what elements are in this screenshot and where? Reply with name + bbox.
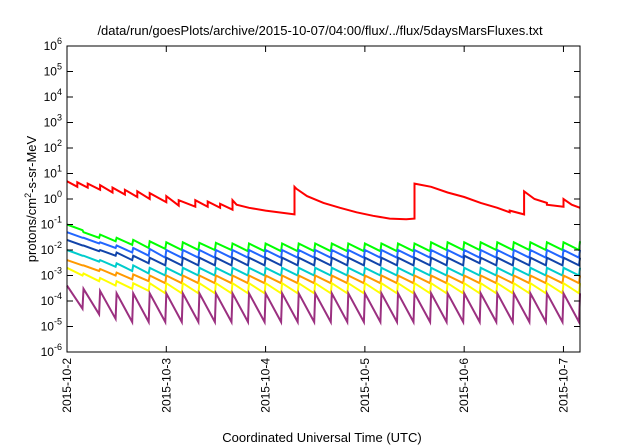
- y-tick-label: 104: [44, 87, 62, 104]
- series-line-3: [66, 238, 581, 267]
- y-tick-label: 10-2: [41, 240, 62, 257]
- y-tick-label: 10-6: [41, 342, 62, 359]
- series-line-7: [66, 285, 581, 326]
- y-tick-label: 102: [44, 138, 62, 155]
- y-tick-label: 105: [44, 62, 62, 79]
- y-tick-label: 103: [44, 113, 62, 130]
- y-axis-label-main: protons/cm: [24, 198, 39, 262]
- y-tick-label: 10-4: [41, 291, 62, 308]
- x-axis-label: Coordinated Universal Time (UTC): [222, 430, 421, 445]
- plot-frame: [66, 45, 581, 353]
- x-tick-label: 2015-10-7: [556, 358, 570, 413]
- y-tick-label: 10-5: [41, 317, 62, 334]
- y-tick-label: 100: [44, 189, 62, 206]
- y-axis-label: protons/cm2-s-sr-MeV: [23, 135, 39, 262]
- y-axis-label-rest: -s-sr-MeV: [24, 135, 39, 192]
- series-line-0: [66, 180, 581, 221]
- plot-series: [66, 180, 581, 326]
- y-axis-ticks: 10-6 10-5 10-4 10-3 10-2 10-1 100 101 102 103 104 1…: [41, 36, 580, 359]
- chart-title: /data/run/goesPlots/archive/2015-10-07/0…: [97, 23, 543, 38]
- series-line-1: [66, 223, 581, 253]
- x-tick-label: 2015-10-2: [60, 358, 74, 413]
- x-tick-label: 2015-10-5: [358, 358, 372, 413]
- y-axis-label-sup: 2: [23, 193, 33, 198]
- x-axis-ticks: 2015-10-2 2015-10-3 2015-10-4 2015-10-5 2015…: [60, 46, 570, 413]
- y-tick-label: 10-1: [41, 215, 62, 232]
- x-tick-label: 2015-10-3: [159, 358, 173, 413]
- y-tick-label: 101: [44, 164, 62, 181]
- x-tick-label: 2015-10-6: [457, 358, 471, 413]
- x-tick-label: 2015-10-4: [259, 358, 273, 413]
- y-tick-label: 10-3: [41, 266, 62, 283]
- y-tick-label: 106: [44, 36, 62, 53]
